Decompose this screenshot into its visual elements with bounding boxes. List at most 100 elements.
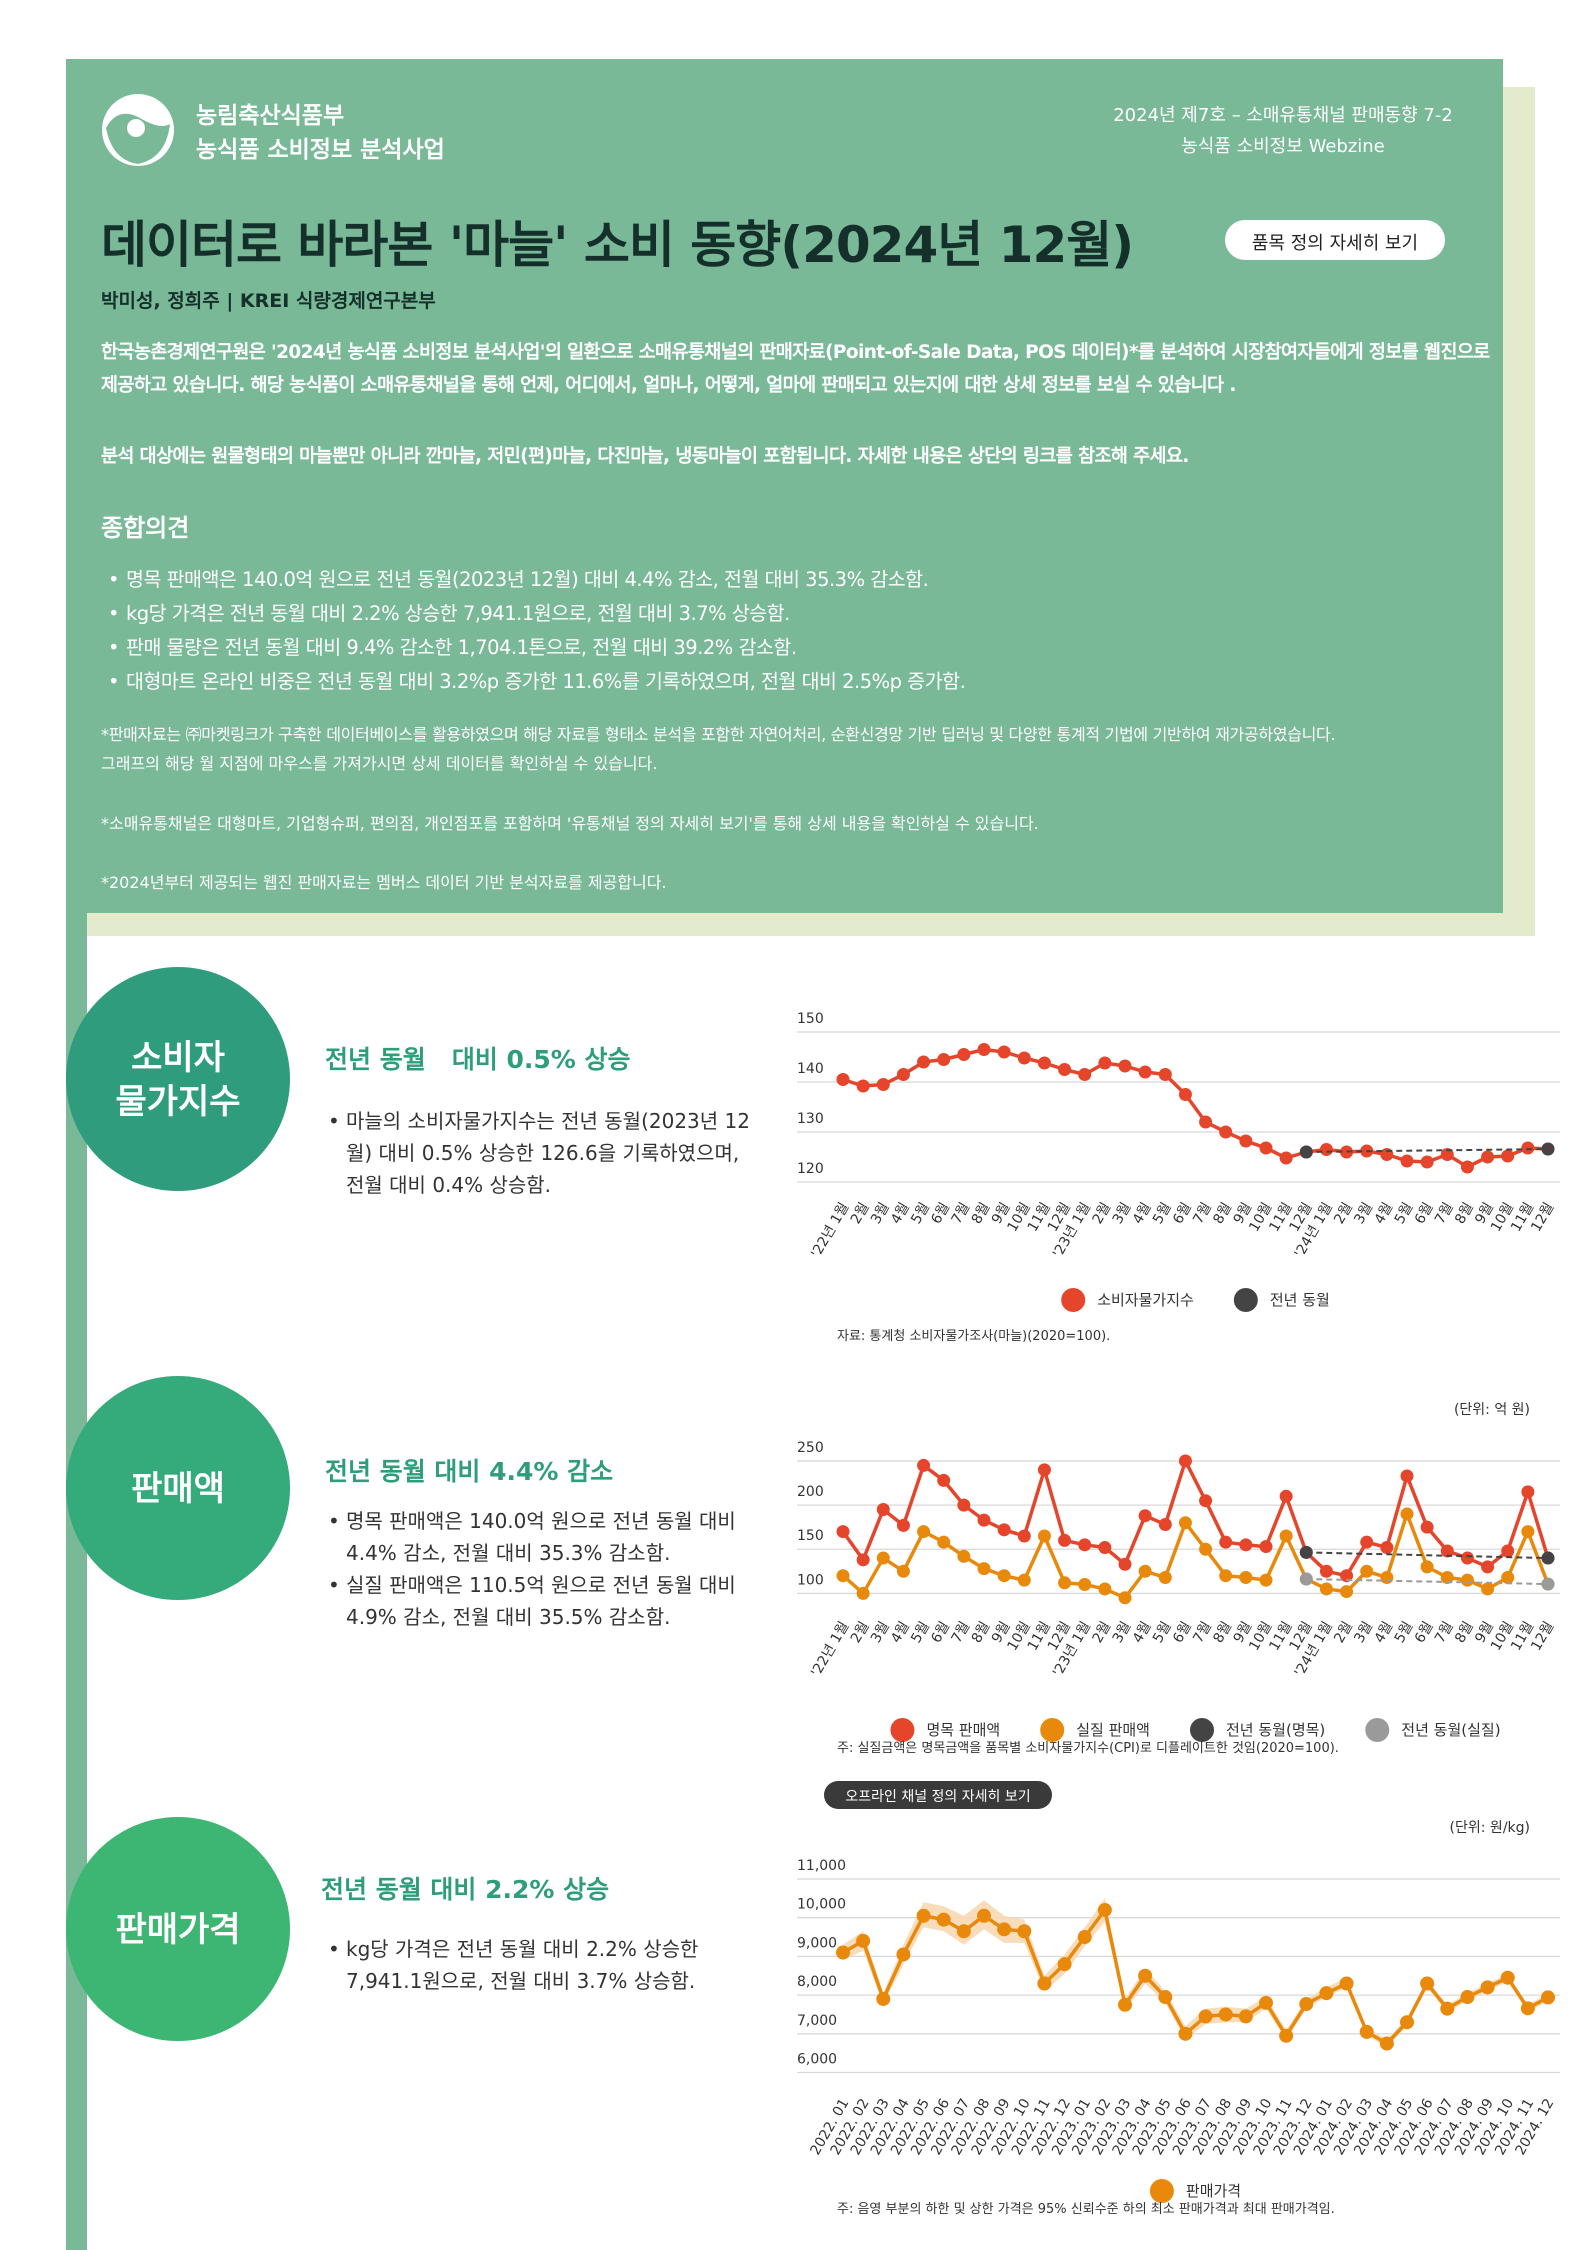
channel-button-label[interactable]: 오프라인 채널 정의 자세히 보기 bbox=[845, 1789, 1030, 1805]
point bbox=[1218, 2007, 1233, 2022]
x-tick-label: '22년 1월 bbox=[808, 1619, 852, 1680]
point bbox=[1481, 1582, 1495, 1596]
point bbox=[1420, 1560, 1434, 1574]
comparison-line bbox=[1306, 1551, 1549, 1560]
point bbox=[1138, 1509, 1152, 1523]
point bbox=[1017, 1573, 1031, 1587]
point bbox=[1379, 2036, 1394, 2051]
header-panel bbox=[66, 59, 1503, 913]
point bbox=[1238, 2009, 1253, 2024]
point bbox=[1158, 1570, 1172, 1584]
point bbox=[1017, 1051, 1031, 1065]
legend-label: 판매가격 bbox=[1186, 2182, 1241, 2200]
point bbox=[1400, 2015, 1414, 2030]
point bbox=[917, 1458, 931, 1472]
legend-swatch bbox=[1061, 1288, 1086, 1312]
point bbox=[1319, 1143, 1333, 1156]
y-tick-label: 100 bbox=[797, 1572, 824, 1588]
definition-button[interactable] bbox=[1225, 220, 1445, 260]
point bbox=[1480, 1980, 1495, 1995]
point bbox=[1138, 1564, 1152, 1578]
legend-swatch bbox=[890, 1718, 915, 1742]
x-tick-label: 4월 bbox=[1130, 1619, 1155, 1646]
point bbox=[1501, 1544, 1515, 1558]
y-tick-label: 7,000 bbox=[797, 2013, 837, 2029]
x-tick-label: 8월 bbox=[969, 1619, 994, 1646]
legend: 소비자물가지수 전년 동월 bbox=[1061, 1288, 1330, 1312]
legend-swatch bbox=[1233, 1288, 1258, 1312]
source: 주: 실질금액은 명목금액을 품목별 소비자물가지수(CPI)로 디플레이트한 … bbox=[837, 1741, 1339, 1756]
program: 농식품 소비정보 분석사업 bbox=[196, 137, 445, 163]
note: *2024년부터 제공되는 웹진 판매자료는 멤버스 데이터 기반 분석자료를 … bbox=[101, 873, 667, 892]
point bbox=[836, 1569, 850, 1583]
y-tick-label: 130 bbox=[797, 1111, 824, 1127]
point bbox=[896, 1518, 910, 1532]
point bbox=[997, 1523, 1011, 1537]
note: *판매자료는 ㈜마켓링크가 구축한 데이터베이스를 활용하였으며 해당 자료를 … bbox=[101, 725, 1336, 744]
badge-label: 물가지수 bbox=[115, 1082, 240, 1122]
point bbox=[1279, 1489, 1293, 1503]
point bbox=[997, 1569, 1011, 1583]
x-tick-label: 2월 bbox=[1090, 1619, 1115, 1646]
bullet: 실질 판매액은 110.5억 원으로 전년 동월 대비 4.9% 감소, 전월 … bbox=[328, 1569, 758, 1633]
point bbox=[956, 1924, 971, 1939]
point bbox=[1299, 1145, 1313, 1159]
legend-label: 전년 동월(명목) bbox=[1226, 1721, 1325, 1739]
bullet: 마늘의 소비자물가지수는 전년 동월(2023년 12월) 대비 0.5% 상승… bbox=[328, 1105, 758, 1201]
x-tick-label: 7월 bbox=[1190, 1619, 1215, 1646]
bullet: kg당 가격은 전년 동월 대비 2.2% 상승한 7,941.1원으로, 전월… bbox=[328, 1933, 758, 1997]
channel-button[interactable] bbox=[824, 1781, 1052, 1809]
point bbox=[1541, 1142, 1555, 1156]
point bbox=[1178, 2026, 1193, 2041]
x-tick-label: 8월 bbox=[969, 1200, 994, 1227]
legend-label: 전년 동월 bbox=[1270, 1291, 1330, 1309]
point bbox=[856, 1586, 870, 1600]
summary-item: 대형마트 온라인 비중은 전년 동월 대비 3.2%p 증가한 11.6%를 기… bbox=[108, 665, 1488, 699]
point bbox=[1118, 1591, 1132, 1605]
source: 자료: 통계청 소비자물가조사(마늘)(2020=100). bbox=[837, 1329, 1110, 1344]
x-tick-label: 3월 bbox=[1351, 1200, 1376, 1227]
x-tick-label: 5월 bbox=[1392, 1619, 1417, 1646]
point bbox=[1279, 1529, 1293, 1543]
point bbox=[1057, 1957, 1072, 1972]
point bbox=[977, 1908, 991, 1923]
point bbox=[836, 1073, 850, 1086]
point bbox=[1319, 1582, 1333, 1596]
point bbox=[936, 1912, 951, 1927]
x-tick-label: 12월 bbox=[1528, 1200, 1557, 1235]
x-tick-label: 5월 bbox=[908, 1200, 933, 1227]
point bbox=[1501, 1149, 1515, 1163]
point bbox=[957, 1549, 971, 1563]
bullets: 마늘의 소비자물가지수는 전년 동월(2023년 12월) 대비 0.5% 상승… bbox=[328, 1105, 758, 1201]
x-tick-label: 5월 bbox=[1150, 1200, 1175, 1227]
point bbox=[876, 1078, 890, 1091]
point bbox=[1138, 1968, 1153, 1983]
point bbox=[1400, 1154, 1414, 1168]
point bbox=[1299, 1572, 1313, 1586]
point bbox=[1098, 1540, 1112, 1554]
point bbox=[1138, 1065, 1152, 1079]
y-tick-label: 11,000 bbox=[797, 1858, 846, 1874]
x-tick-label: 3월 bbox=[1110, 1200, 1135, 1227]
button-label[interactable]: 품목 정의 자세히 보기 bbox=[1251, 233, 1419, 254]
point bbox=[896, 1947, 911, 1962]
point bbox=[896, 1068, 910, 1081]
x-tick-label: 7월 bbox=[949, 1200, 974, 1227]
point bbox=[977, 1562, 991, 1576]
y-tick-label: 250 bbox=[797, 1440, 824, 1456]
point bbox=[1340, 1569, 1354, 1583]
point bbox=[1037, 1463, 1051, 1477]
point bbox=[1521, 1485, 1535, 1499]
headline: 전년 동월 대비 2.2% 상승 bbox=[321, 1875, 610, 1904]
point bbox=[1219, 1125, 1233, 1139]
point bbox=[1319, 1564, 1333, 1578]
point bbox=[1017, 1924, 1032, 1939]
point bbox=[1037, 1056, 1051, 1070]
point bbox=[1239, 1134, 1253, 1148]
y-tick-label: 8,000 bbox=[797, 1974, 837, 1990]
authors: 박미성, 정희주 | KREI 식량경제연구본부 bbox=[101, 290, 436, 312]
point bbox=[1481, 1150, 1495, 1164]
x-tick-label: 2월 bbox=[848, 1619, 873, 1646]
point bbox=[977, 1043, 991, 1056]
